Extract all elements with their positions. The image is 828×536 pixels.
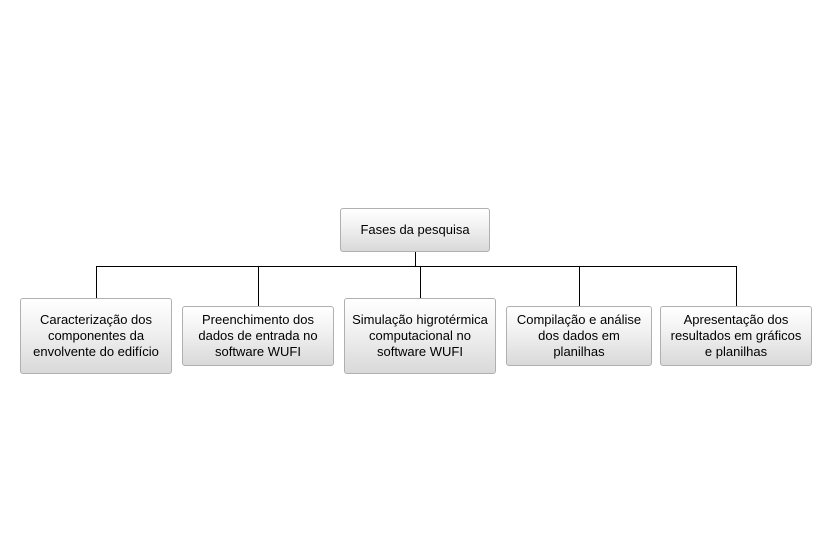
child-label-4: Compilação e análise dos dados em planil… bbox=[513, 312, 645, 361]
child-label-3: Simulação higrotérmica computacional no … bbox=[351, 312, 489, 361]
connector-line bbox=[420, 266, 421, 298]
connector-line bbox=[736, 266, 737, 306]
child-label-5: Apresentação dos resultados em gráficos … bbox=[667, 312, 805, 361]
connector-line bbox=[96, 266, 97, 298]
child-node-1: Caracterização dos componentes da envolv… bbox=[20, 298, 172, 374]
root-label: Fases da pesquisa bbox=[360, 222, 469, 238]
child-label-2: Preenchimento dos dados de entrada no so… bbox=[189, 312, 327, 361]
child-node-3: Simulação higrotérmica computacional no … bbox=[344, 298, 496, 374]
connector-line bbox=[415, 252, 416, 266]
connector-line bbox=[258, 266, 259, 306]
child-node-5: Apresentação dos resultados em gráficos … bbox=[660, 306, 812, 366]
connector-line bbox=[96, 266, 737, 267]
child-node-4: Compilação e análise dos dados em planil… bbox=[506, 306, 652, 366]
child-node-2: Preenchimento dos dados de entrada no so… bbox=[182, 306, 334, 366]
root-node: Fases da pesquisa bbox=[340, 208, 490, 252]
child-label-1: Caracterização dos componentes da envolv… bbox=[27, 312, 165, 361]
connector-line bbox=[579, 266, 580, 306]
diagram-canvas: Fases da pesquisa Caracterização dos com… bbox=[0, 0, 828, 536]
